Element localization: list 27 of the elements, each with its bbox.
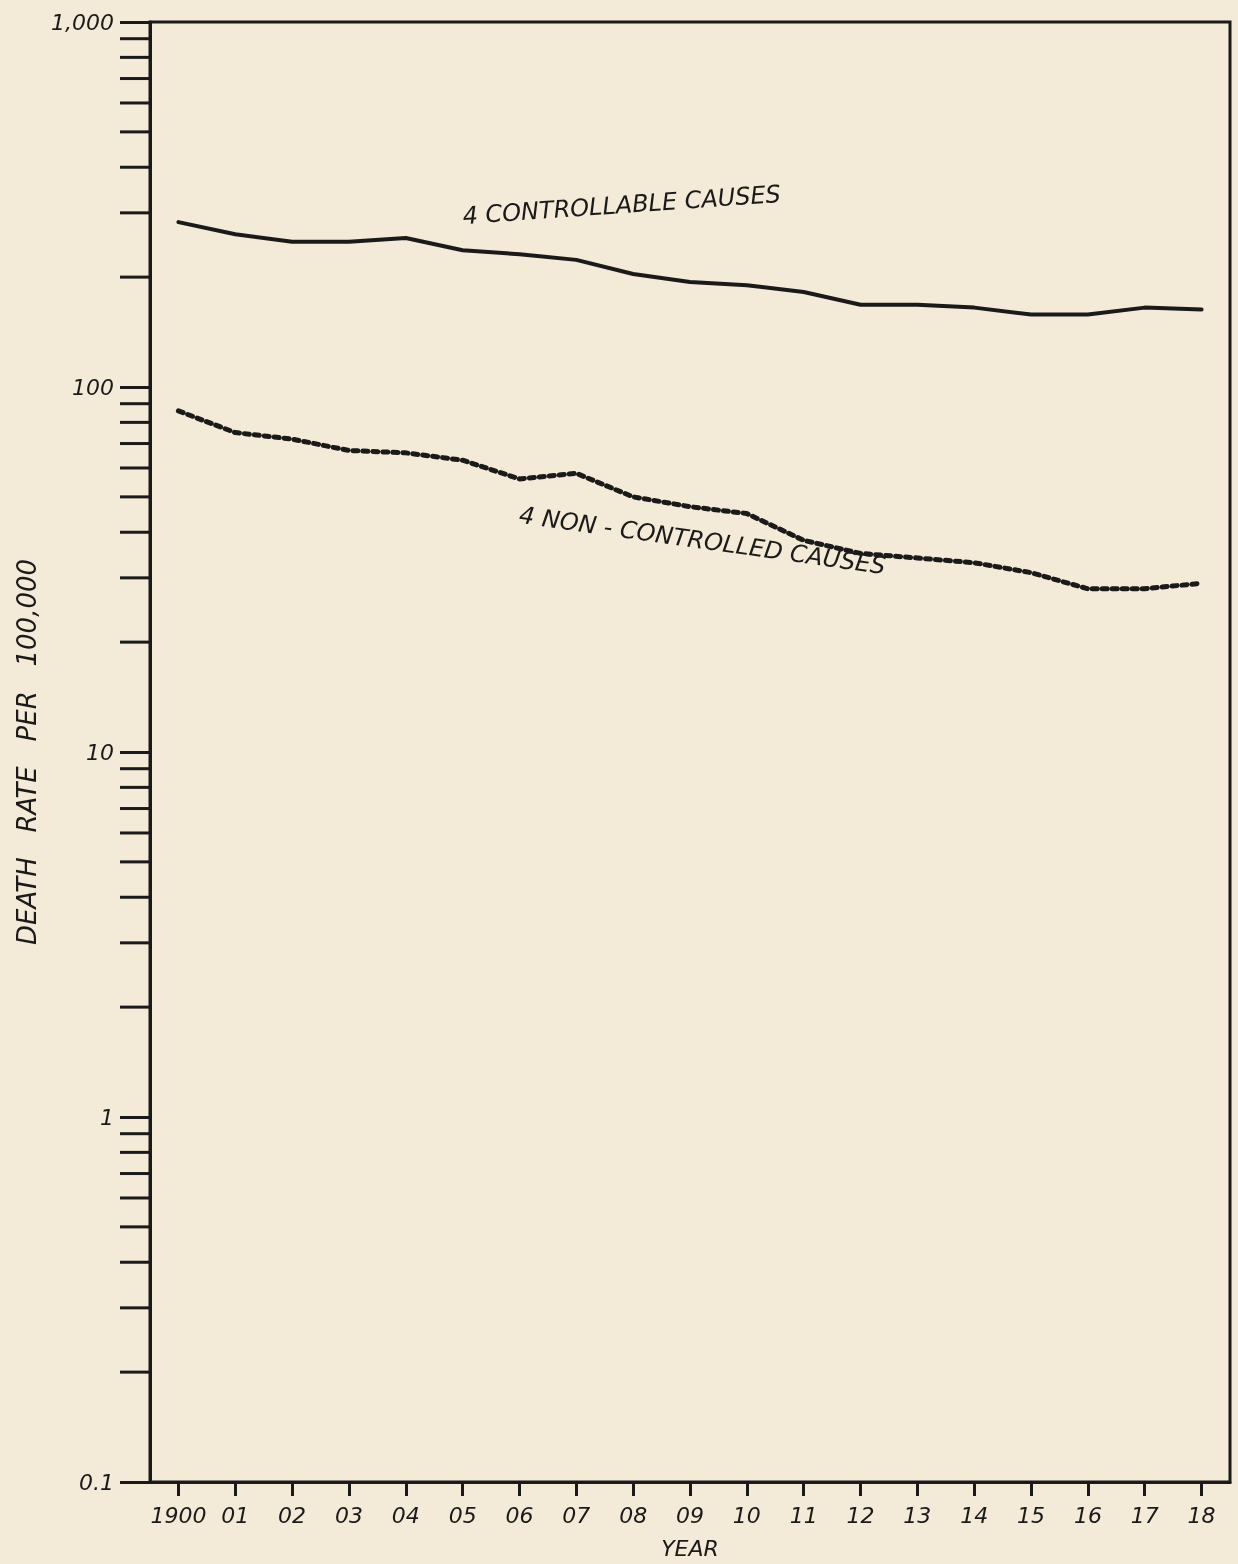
x-tick-label: 06 [505,1502,534,1528]
series-label: 4 CONTROLLABLE CAUSES [461,179,782,231]
x-tick-label: 11 [789,1502,818,1528]
x-tick-label: 05 [448,1502,477,1528]
x-tick-label: 02 [278,1502,307,1528]
y-axis-title: DEATH RATE PER 100,000 [12,558,43,946]
x-tick-label: 13 [903,1502,932,1528]
x-tick-label: 10 [732,1502,761,1528]
x-tick-label: 18 [1187,1502,1216,1528]
y-tick-label: 10 [86,739,114,765]
x-tick-label: 07 [562,1502,591,1528]
x-tick-label: 17 [1130,1502,1159,1528]
x-tick-label: 08 [619,1502,648,1528]
x-axis-title: YEAR [661,1535,719,1561]
x-tick-label: 03 [334,1502,363,1528]
y-tick-label: 0.1 [79,1469,114,1495]
x-tick-label: 04 [391,1502,420,1528]
x-tick-label: 14 [960,1502,989,1528]
x-tick-label: 1900 [150,1502,207,1528]
y-tick-label: 1 [100,1104,114,1130]
x-tick-label: 15 [1017,1502,1046,1528]
x-tick-label: 12 [846,1502,875,1528]
x-tick-label: 09 [676,1502,704,1528]
x-tick-label: 01 [221,1502,250,1528]
y-tick-label: 1,000 [51,9,114,35]
x-tick-label: 16 [1073,1502,1102,1528]
y-tick-label: 100 [72,374,114,400]
